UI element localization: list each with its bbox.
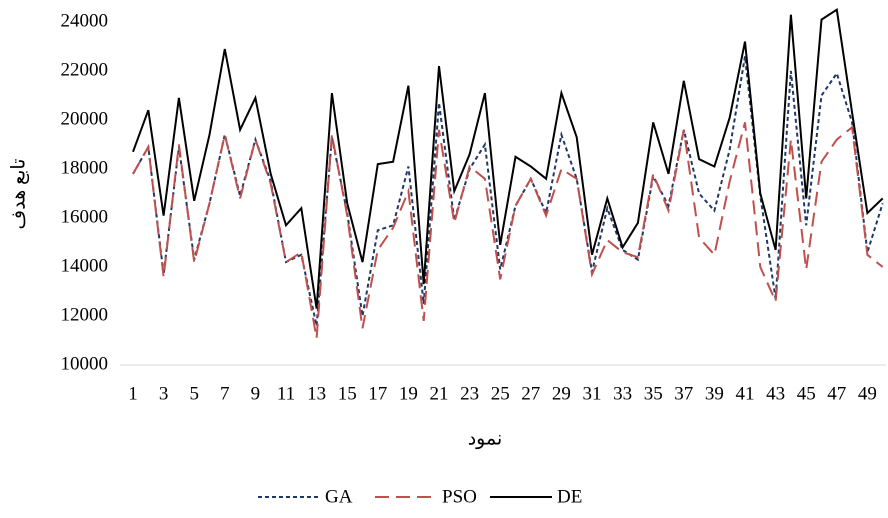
x-tick-label: 37	[674, 383, 693, 404]
y-tick-label: 18000	[61, 157, 109, 178]
x-tick-label: 3	[159, 383, 169, 404]
x-tick-label: 9	[251, 383, 261, 404]
x-tick-label: 33	[613, 383, 632, 404]
y-axis-label: تابع هدف	[8, 159, 29, 230]
x-tick-label: 25	[491, 383, 510, 404]
x-tick-label: 15	[338, 383, 357, 404]
x-axis-label: نمود	[468, 428, 503, 449]
x-tick-label: 41	[736, 383, 755, 404]
y-tick-label: 14000	[61, 255, 109, 276]
x-tick-label: 49	[858, 383, 877, 404]
x-tick-label: 7	[220, 383, 230, 404]
x-tick-label: 27	[521, 383, 540, 404]
series-line	[132, 122, 884, 339]
x-tick-label: 11	[277, 383, 295, 404]
y-tick-label: 20000	[61, 108, 109, 129]
series-line	[132, 56, 884, 327]
x-tick-label: 17	[368, 383, 387, 404]
x-tick-label: 1	[128, 383, 138, 404]
x-tick-label: 35	[644, 383, 663, 404]
x-tick-label: 39	[705, 383, 724, 404]
x-tick-label: 45	[797, 383, 816, 404]
series-line	[132, 8, 884, 309]
legend-label: GA	[325, 486, 353, 507]
legend-label: PSO	[442, 486, 477, 507]
x-tick-label: 29	[552, 383, 571, 404]
x-tick-label: 21	[430, 383, 449, 404]
y-tick-label: 12000	[61, 304, 109, 325]
x-tick-label: 47	[827, 383, 846, 404]
x-tick-label: 43	[766, 383, 785, 404]
x-tick-label: 31	[583, 383, 602, 404]
x-tick-label: 23	[460, 383, 479, 404]
y-tick-label: 22000	[61, 59, 109, 80]
x-tick-label: 5	[189, 383, 199, 404]
x-tick-label: 19	[399, 383, 418, 404]
y-tick-label: 24000	[61, 10, 109, 31]
x-tick-label: 13	[307, 383, 326, 404]
legend-label: DE	[557, 486, 582, 507]
y-tick-label: 16000	[61, 206, 109, 227]
y-tick-label: 10000	[61, 353, 109, 374]
